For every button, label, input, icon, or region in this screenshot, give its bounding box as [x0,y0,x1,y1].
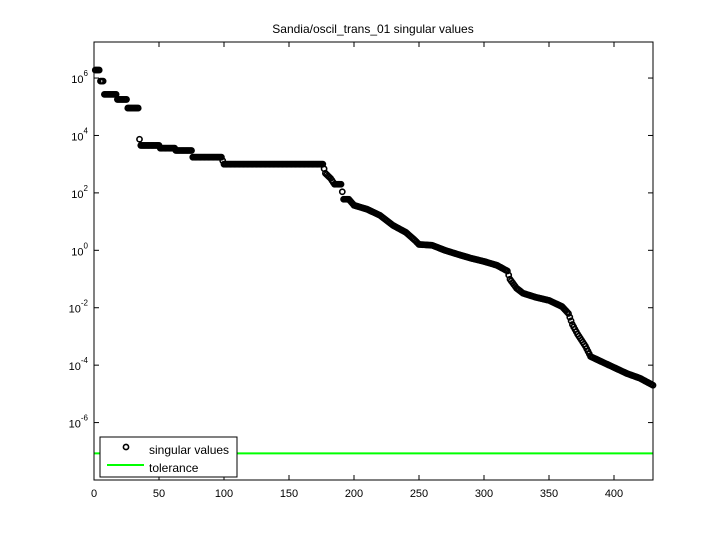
chart-title: Sandia/oscil_trans_01 singular values [272,22,473,36]
singular-value-point [337,180,345,188]
singular-value-point [99,77,107,85]
singular-value-point [136,135,143,143]
x-tick-label: 100 [215,488,233,500]
singular-value-point [566,313,574,321]
singular-value-point [338,188,346,196]
x-tick-label: 50 [153,488,165,500]
legend-box [99,436,238,478]
singular-value-point [563,308,571,316]
singular-value-point [217,153,225,161]
plot-frame [93,41,654,481]
x-tick-label: 200 [345,488,363,500]
x-tick-label: 0 [91,488,97,500]
x-tick-label: 350 [540,488,558,500]
legend-marker-singular-values [122,443,130,451]
singular-value-point [123,96,130,103]
y-tick-label: 106 [71,69,88,86]
singular-value-point [565,310,572,317]
singular-value-point [567,317,575,325]
x-tick-label: 300 [475,488,493,500]
singular-value-point [188,147,195,154]
y-tick-label: 102 [71,184,88,201]
y-tick-label: 10-6 [69,414,89,431]
y-tick-label: 10-2 [69,299,89,316]
y-tick-label: 100 [71,241,88,258]
y-tick-label: 10-4 [69,356,89,373]
legend: singular values tolerance [99,436,238,478]
singular-value-point [95,66,103,74]
legend-label-singular-values: singular values [149,443,229,457]
singular-value-point [134,104,142,112]
y-tick-label: 104 [71,126,88,143]
x-tick-label: 150 [280,488,298,500]
legend-label-tolerance: tolerance [149,461,199,475]
x-tick-label: 250 [410,488,428,500]
x-tick-label: 400 [605,488,623,500]
